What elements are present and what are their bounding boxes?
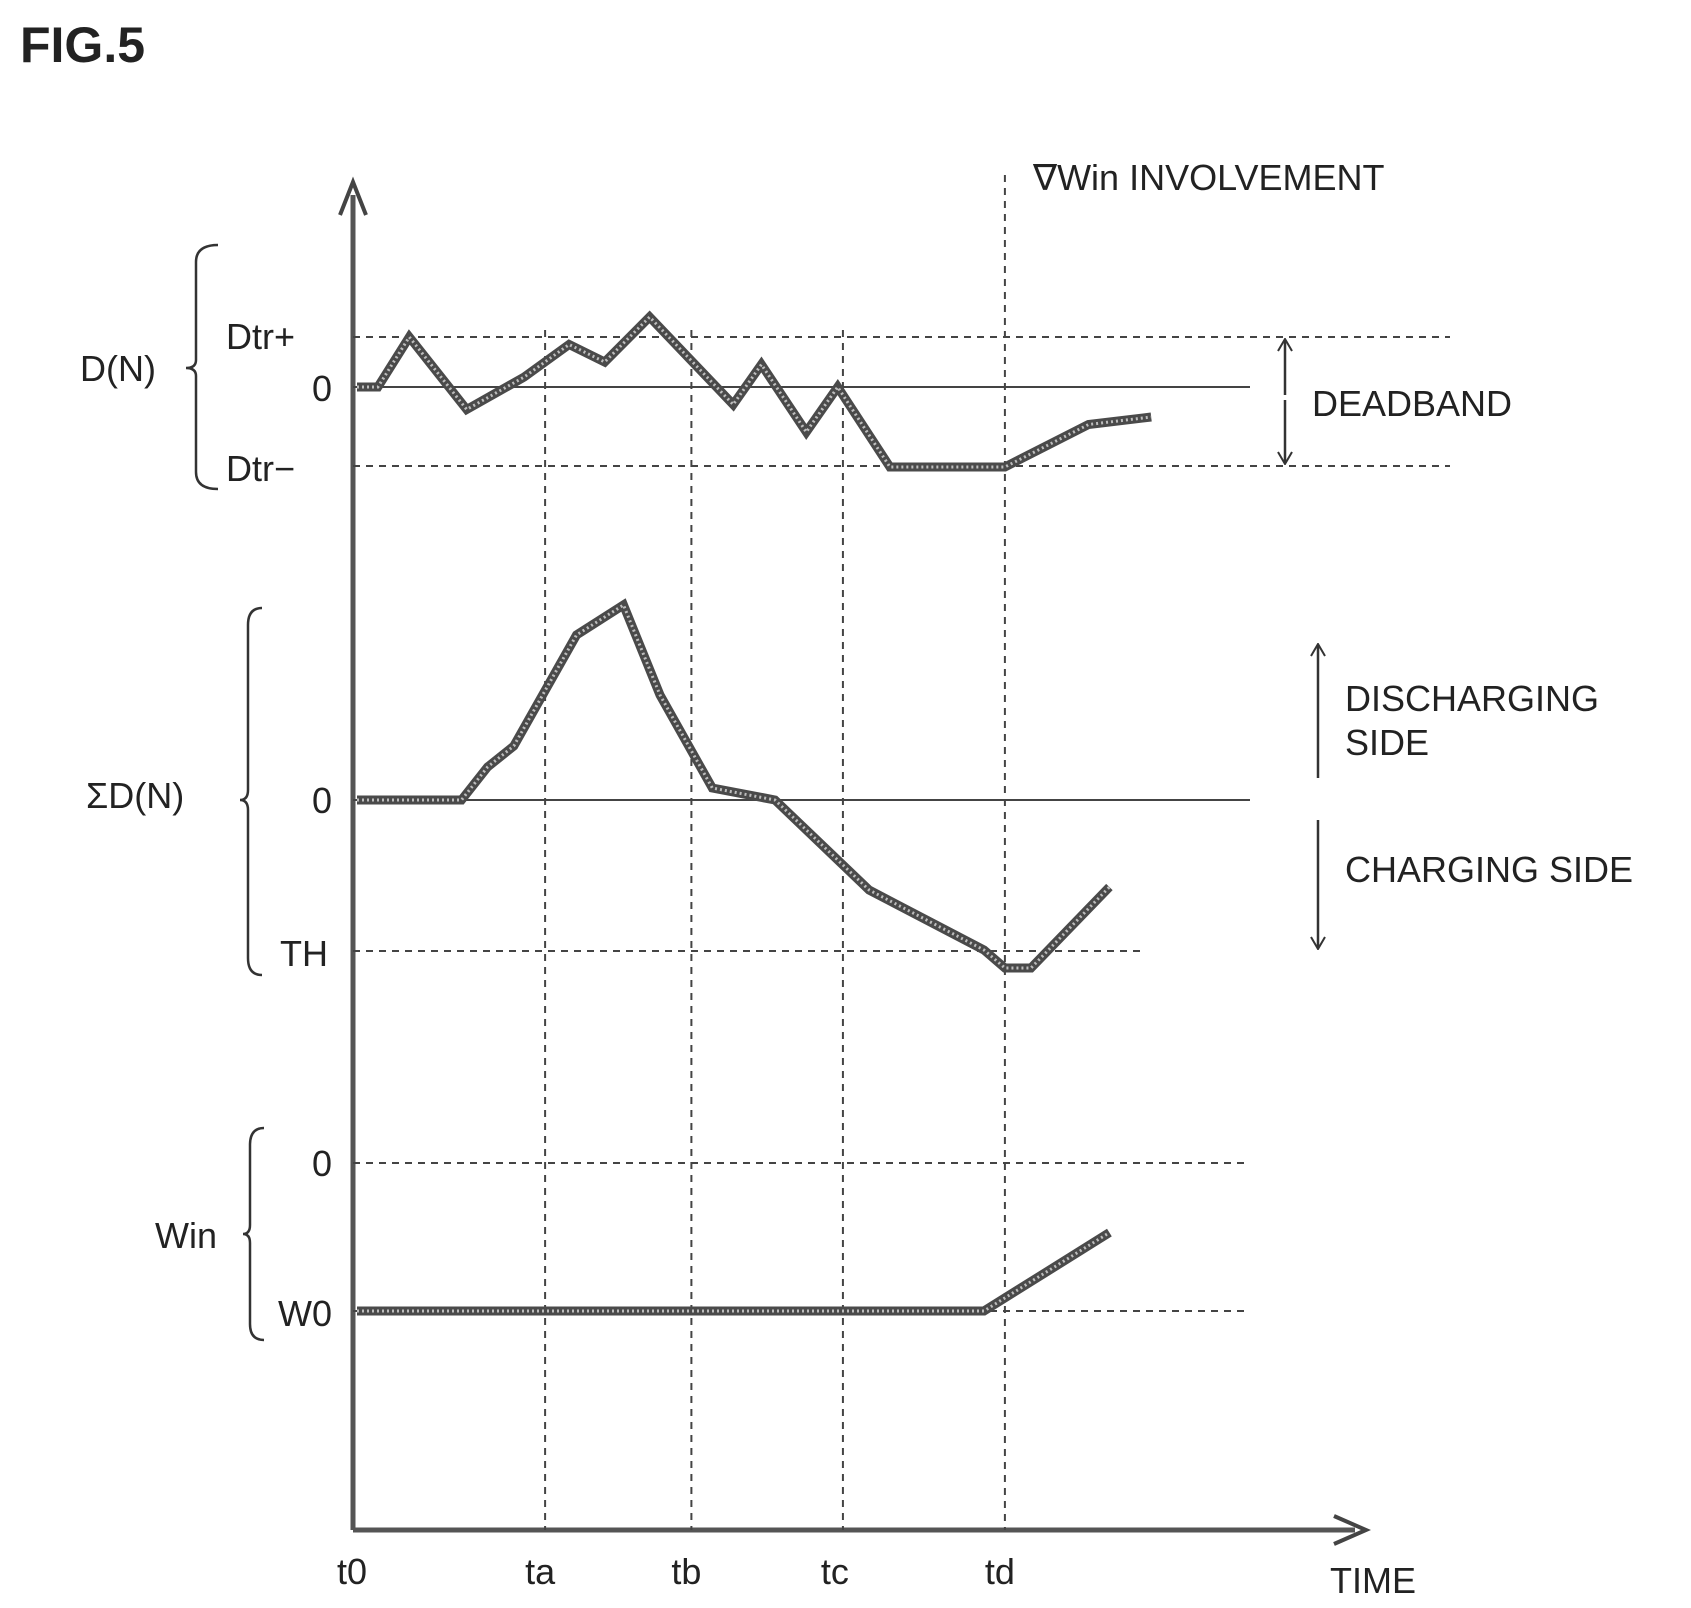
win-zero-label: 0 <box>312 1143 332 1184</box>
panel-sum-name: ΣD(N) <box>86 775 184 816</box>
ΣD(N)-series-line <box>357 598 1113 973</box>
sum-zero-label: 0 <box>312 780 332 821</box>
dtr-minus-label: Dtr− <box>226 448 295 489</box>
Win-series-line <box>357 1228 1112 1316</box>
panel-dn-brace <box>185 243 219 491</box>
sum-trace <box>357 598 1113 973</box>
panel-win: Win 0 W0 <box>155 1126 1250 1342</box>
w0-label: W0 <box>278 1293 332 1334</box>
discharging-label: DISCHARGING SIDE <box>1345 678 1609 763</box>
x-tick-labels: t0 ta tb tc td <box>337 1551 1015 1592</box>
figure-label: FIG.5 <box>20 17 145 73</box>
dn-zero-label: 0 <box>312 368 332 409</box>
panel-sum-brace <box>239 606 263 977</box>
x-axis-arrow <box>1333 1514 1371 1546</box>
x-tick-tb: tb <box>671 1551 701 1592</box>
th-label: TH <box>280 933 328 974</box>
x-axis-label: TIME <box>1330 1560 1416 1601</box>
panel-dn-name: D(N) <box>80 348 156 389</box>
D(N)-series-line <box>357 310 1152 472</box>
Win-series-line-hatch <box>357 1231 1111 1313</box>
x-tick-tc: tc <box>821 1551 849 1592</box>
time-guide-lines <box>544 175 1006 1530</box>
panel-dn: D(N) Dtr+ 0 Dtr− DEADBAND <box>80 243 1512 491</box>
marker-label: ∇Win INVOLVEMENT <box>1032 157 1384 198</box>
panel-win-brace <box>242 1126 265 1342</box>
deadband-label: DEADBAND <box>1312 383 1512 424</box>
dtr-plus-label: Dtr+ <box>226 316 295 357</box>
x-tick-td: td <box>985 1551 1015 1592</box>
x-tick-t0: t0 <box>337 1551 367 1592</box>
y-axis-arrow <box>338 176 368 216</box>
dn-trace <box>357 310 1152 472</box>
charging-label: CHARGING SIDE <box>1345 849 1633 890</box>
win-trace <box>357 1228 1112 1316</box>
panel-sum: ΣD(N) 0 TH DISCHARGING SIDE CHARGING SID… <box>86 598 1633 977</box>
x-tick-ta: ta <box>525 1551 556 1592</box>
panel-win-name: Win <box>155 1215 217 1256</box>
D(N)-series-line-hatch <box>357 314 1152 469</box>
